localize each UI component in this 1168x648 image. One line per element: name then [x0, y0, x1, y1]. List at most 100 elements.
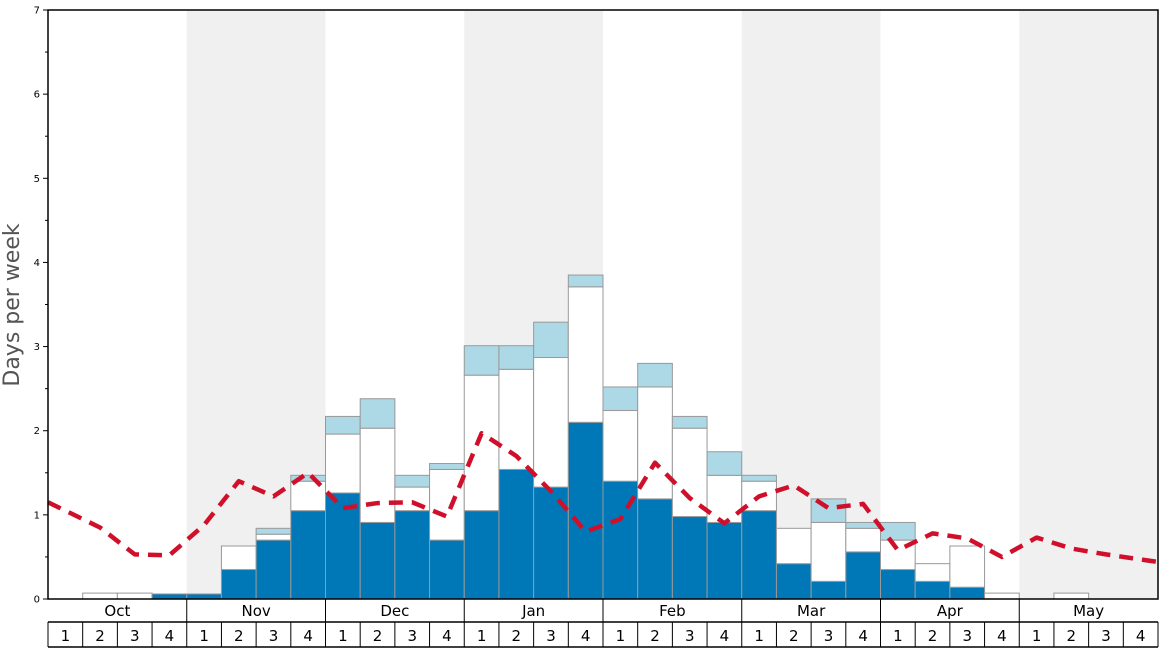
- bar-segment-white-mar-3: [810, 521, 847, 582]
- bar-segment-light-mar-1: [741, 474, 777, 482]
- bar-segment-white-jan-3: [533, 357, 569, 488]
- bar-segment-white-oct-3: [116, 592, 153, 600]
- week-label-jan-3: 3: [546, 627, 556, 645]
- bar-segment-white-nov-2: [220, 545, 257, 571]
- week-label-apr-3: 3: [962, 627, 972, 645]
- bar-segment-dark-feb-4: [706, 521, 743, 600]
- week-label-jan-1: 1: [477, 627, 487, 645]
- bar-segment-white-oct-2: [82, 592, 118, 600]
- bar-segment-dark-apr-2: [914, 580, 951, 600]
- bar-segment-white-nov-3: [255, 533, 292, 541]
- month-label-apr: Apr: [937, 602, 964, 620]
- week-label-apr-4: 4: [997, 627, 1007, 645]
- bar-segment-white-jan-4: [567, 286, 604, 423]
- week-label-oct-2: 2: [95, 627, 105, 645]
- bar-segment-dark-jan-2: [498, 468, 535, 600]
- y-tick-label-4: 4: [34, 258, 40, 269]
- week-label-nov-3: 3: [269, 627, 279, 645]
- bar-segment-light-jan-2: [498, 345, 535, 370]
- month-label-dec: Dec: [380, 602, 409, 620]
- week-label-apr-1: 1: [893, 627, 903, 645]
- y-tick-label-3: 3: [34, 342, 40, 353]
- bar-segment-light-jan-1: [463, 345, 500, 376]
- week-label-may-2: 2: [1067, 627, 1077, 645]
- bar-segment-dark-mar-4: [845, 551, 881, 600]
- bar-segment-light-feb-1: [602, 386, 639, 412]
- bar-segment-white-apr-2: [914, 563, 951, 582]
- week-label-dec-4: 4: [442, 627, 452, 645]
- week-label-jan-4: 4: [581, 627, 591, 645]
- bar-segment-light-feb-2: [637, 362, 673, 388]
- bar-segment-light-feb-3: [671, 415, 708, 429]
- bar-segment-dark-nov-2: [220, 569, 257, 600]
- bar-segment-light-dec-1: [325, 415, 361, 435]
- bar-segment-white-apr-4: [984, 592, 1020, 600]
- axes: 0 1 2 3 4 5 6 7 Oct Nov Dec Jan Feb Mar Apr May 1 2 3 4 1 2 3 4…: [34, 6, 1159, 648]
- bar-segment-white-apr-3: [949, 545, 986, 588]
- bar-segment-light-dec-2: [359, 398, 396, 429]
- bar-segment-white-mar-2: [775, 527, 812, 565]
- month-label-oct: Oct: [104, 602, 130, 620]
- week-label-dec-3: 3: [407, 627, 417, 645]
- week-label-feb-3: 3: [685, 627, 695, 645]
- week-label-dec-1: 1: [338, 627, 348, 645]
- bar-segment-white-dec-1: [325, 433, 361, 494]
- y-tick-label-2: 2: [34, 426, 40, 437]
- y-tick-label-0: 0: [34, 595, 40, 606]
- y-axis-label: Days per week: [0, 223, 25, 386]
- y-tick-label-5: 5: [34, 174, 40, 185]
- week-label-apr-2: 2: [928, 627, 938, 645]
- week-label-mar-1: 1: [754, 627, 764, 645]
- week-label-nov-1: 1: [199, 627, 209, 645]
- week-label-oct-1: 1: [61, 627, 71, 645]
- week-label-may-1: 1: [1032, 627, 1042, 645]
- y-tick-label-6: 6: [34, 90, 40, 101]
- bar-segment-dark-feb-2: [637, 498, 673, 600]
- bar-segment-dark-nov-3: [255, 539, 292, 600]
- week-label-mar-4: 4: [858, 627, 868, 645]
- bar-segment-light-jan-3: [533, 321, 569, 359]
- month-label-nov: Nov: [241, 602, 270, 620]
- bar-segment-dark-mar-2: [775, 563, 812, 600]
- month-label-may: May: [1073, 602, 1104, 620]
- month-label-mar: Mar: [797, 602, 826, 620]
- week-label-feb-1: 1: [616, 627, 626, 645]
- bar-segment-white-feb-1: [602, 410, 639, 482]
- bar-segment-white-feb-3: [671, 427, 708, 518]
- week-label-feb-2: 2: [650, 627, 660, 645]
- week-label-oct-4: 4: [165, 627, 175, 645]
- week-label-dec-2: 2: [373, 627, 383, 645]
- bar-segment-dark-jan-1: [463, 510, 500, 600]
- y-tick-label-1: 1: [34, 510, 40, 521]
- bar-segment-dark-apr-3: [949, 586, 986, 600]
- bar-segment-dark-dec-2: [359, 521, 396, 600]
- bar-segment-white-mar-4: [845, 527, 881, 553]
- bar-segment-light-nov-3: [255, 527, 292, 535]
- bar-segment-white-dec-2: [359, 427, 396, 523]
- bar-segment-light-apr-1: [880, 521, 916, 541]
- month-label-feb: Feb: [659, 602, 686, 620]
- week-label-mar-3: 3: [824, 627, 834, 645]
- bar-segment-dark-dec-3: [394, 510, 431, 600]
- bar-segment-dark-jan-4: [567, 421, 604, 600]
- bar-segment-dark-dec-4: [429, 539, 465, 600]
- bar-segment-light-feb-4: [706, 451, 743, 476]
- bar-segment-dark-feb-3: [671, 516, 708, 600]
- week-label-feb-4: 4: [720, 627, 730, 645]
- bar-segment-white-feb-4: [706, 474, 743, 523]
- week-label-may-4: 4: [1136, 627, 1146, 645]
- bar-segment-light-dec-3: [394, 474, 431, 488]
- bar-segment-dark-nov-1: [186, 593, 222, 600]
- bar-segment-light-dec-4: [429, 463, 465, 470]
- week-label-mar-2: 2: [789, 627, 799, 645]
- week-label-oct-3: 3: [130, 627, 140, 645]
- bar-segment-white-dec-4: [429, 468, 465, 541]
- bar-segment-dark-mar-1: [741, 510, 777, 600]
- bar-segment-dark-mar-3: [810, 580, 847, 600]
- week-label-jan-2: 2: [512, 627, 522, 645]
- week-label-nov-4: 4: [303, 627, 313, 645]
- bar-segment-dark-dec-1: [325, 492, 361, 600]
- month-shade-may: [1019, 10, 1158, 599]
